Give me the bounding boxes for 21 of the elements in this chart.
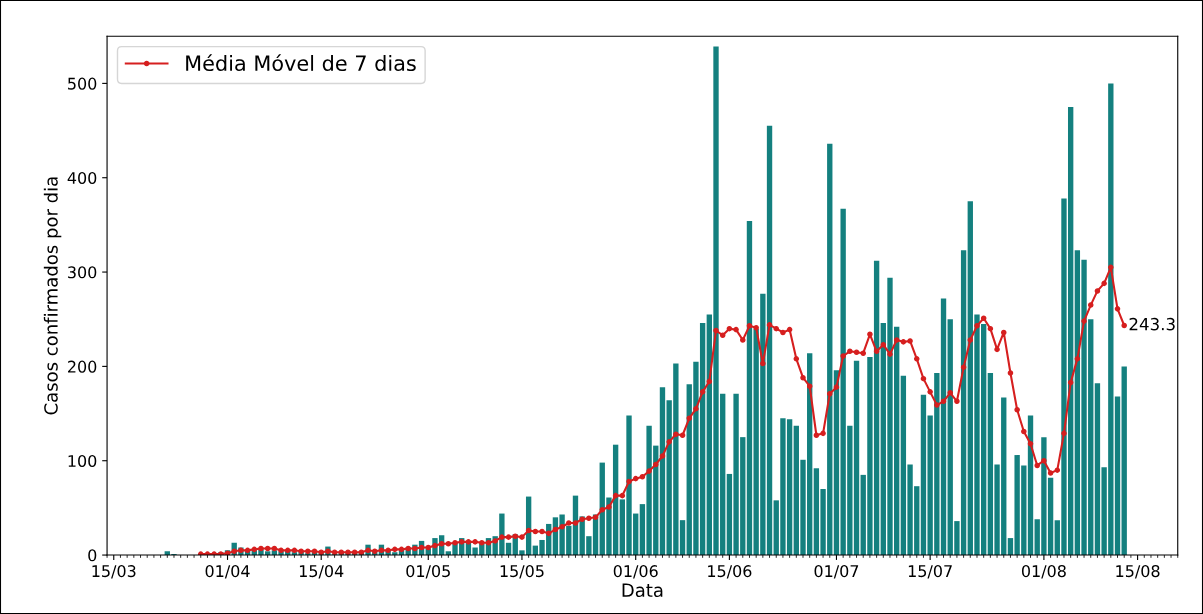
x-tick-label: 15/06 (708, 565, 752, 579)
x-tick-label: 01/08 (1021, 565, 1066, 579)
y-tick-label: 300 (68, 266, 97, 279)
y-tick-label: 200 (68, 360, 97, 373)
x-tick-label: 01/07 (814, 565, 859, 579)
x-tick-label: 15/05 (500, 565, 544, 579)
annotation: 243.3 (1129, 317, 1175, 331)
x-tick-label: 15/03 (92, 565, 136, 579)
legend-label: Média Móvel de 7 dias (186, 54, 416, 72)
y-tick-label: 400 (67, 171, 97, 185)
x-tick-label: 01/06 (613, 565, 658, 579)
x-axis-title: Data (622, 583, 663, 597)
y-tick-label: 0 (88, 549, 97, 562)
y-tick-label: 100 (68, 454, 97, 468)
x-tick-label: 15/04 (299, 565, 344, 579)
y-axis-title: Casos confirmados por dia (43, 177, 62, 415)
x-tick-label: 01/04 (205, 565, 250, 579)
x-tick-label: 15/08 (1116, 565, 1160, 579)
x-tick-label: 01/05 (406, 565, 450, 579)
x-tick-label: 15/07 (908, 565, 952, 579)
y-tick-label: 500 (68, 77, 97, 90)
